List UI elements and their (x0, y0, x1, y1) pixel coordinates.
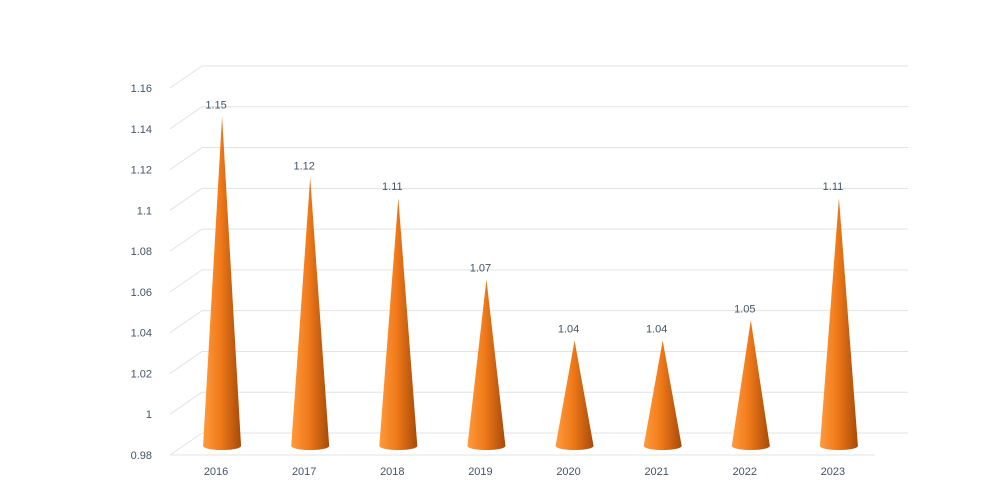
y-tick-label: 1.12 (131, 165, 152, 177)
data-label: 1.11 (382, 181, 403, 193)
cone-body (819, 197, 858, 450)
x-tick-label: 2022 (733, 466, 757, 478)
gridline-diagonal (169, 269, 203, 293)
cone-bar (467, 279, 506, 450)
x-tick-label: 2019 (468, 466, 492, 478)
y-tick-label: 1.14 (131, 124, 152, 136)
cone-bar (203, 116, 242, 450)
gridline-diagonal (169, 310, 203, 334)
gridline-diagonal (169, 391, 203, 415)
data-label: 1.05 (734, 303, 755, 315)
cone-bar (819, 197, 858, 450)
x-axis: 2016 2017 2018 2019 2020 2021 2022 2023 (204, 466, 845, 478)
data-label: 1.11 (823, 181, 844, 193)
y-tick-label: 1.06 (131, 287, 152, 299)
x-tick-label: 2017 (292, 466, 316, 478)
y-tick-label: 1.1 (137, 205, 152, 217)
x-tick-label: 2018 (380, 466, 404, 478)
y-axis: 0.98 1 1.02 1.04 1.06 1.08 1.1 1.12 1.14 1.16 (131, 83, 152, 462)
y-tick-label: 1.08 (131, 246, 152, 258)
cone-bar (731, 320, 770, 450)
y-tick-label: 1.16 (131, 83, 152, 95)
data-label: 1.12 (293, 161, 314, 173)
cone-bar (291, 177, 330, 451)
y-tick-label: 1.02 (131, 368, 152, 380)
data-label: 1.04 (558, 324, 579, 336)
cone-body (291, 177, 330, 451)
cone-body (555, 340, 594, 450)
gridline-diagonal (169, 65, 203, 89)
cone-body (203, 116, 242, 450)
gridline-diagonal (169, 228, 203, 252)
x-tick-label: 2023 (821, 466, 845, 478)
data-label: 1.04 (646, 324, 667, 336)
x-tick-label: 2020 (556, 466, 580, 478)
grid-layer (169, 65, 908, 456)
gridline-diagonal (169, 187, 203, 211)
cone-body (731, 320, 770, 450)
x-tick-label: 2016 (204, 466, 228, 478)
bars-layer (203, 116, 858, 451)
gridline-diagonal (169, 432, 203, 456)
x-tick-label: 2021 (644, 466, 668, 478)
data-label: 1.07 (470, 263, 491, 275)
y-tick-label: 1 (146, 409, 152, 421)
cone-body (379, 197, 418, 450)
cone-body (467, 279, 506, 450)
y-tick-label: 1.04 (131, 328, 152, 340)
cone-body (643, 340, 682, 450)
gridline-diagonal (169, 147, 203, 170)
gridline-diagonal (169, 106, 203, 130)
data-label: 1.15 (205, 99, 226, 111)
cone-bar (555, 340, 594, 450)
cone-bar (379, 197, 418, 450)
y-tick-label: 0.98 (131, 450, 152, 462)
gridline-diagonal (169, 351, 203, 374)
data-labels: 1.15 1.12 1.11 1.07 1.04 1.04 1.05 1.11 (205, 99, 843, 335)
cone-bar (643, 340, 682, 450)
